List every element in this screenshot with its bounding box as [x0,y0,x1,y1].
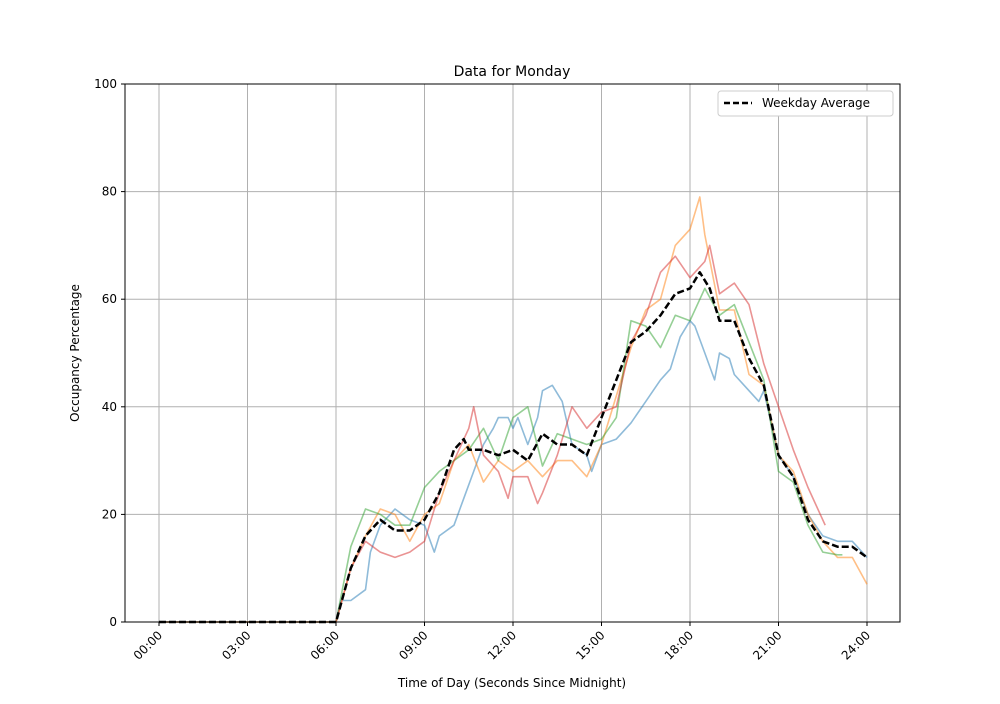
series-line-2 [159,196,868,623]
y-tick-label: 40 [102,400,117,414]
x-axis-label: Time of Day (Seconds Since Midnight) [397,676,626,690]
legend-label-weekday-average: Weekday Average [762,96,870,110]
series-line-3 [159,287,843,623]
y-tick-label: 0 [109,615,117,629]
series-line-4 [159,244,826,623]
y-tick-label: 20 [102,507,117,521]
series-line-weekday-average [159,271,868,624]
legend-box [717,90,894,117]
y-tick-label: 100 [94,77,117,91]
legend: Weekday Average [717,90,894,117]
y-tick-label: 60 [102,292,117,306]
series-lines [159,196,868,624]
y-tick-label: 80 [102,185,117,199]
y-axis-label: Occupancy Percentage [68,284,82,422]
chart-title: Data for Monday [454,64,571,80]
